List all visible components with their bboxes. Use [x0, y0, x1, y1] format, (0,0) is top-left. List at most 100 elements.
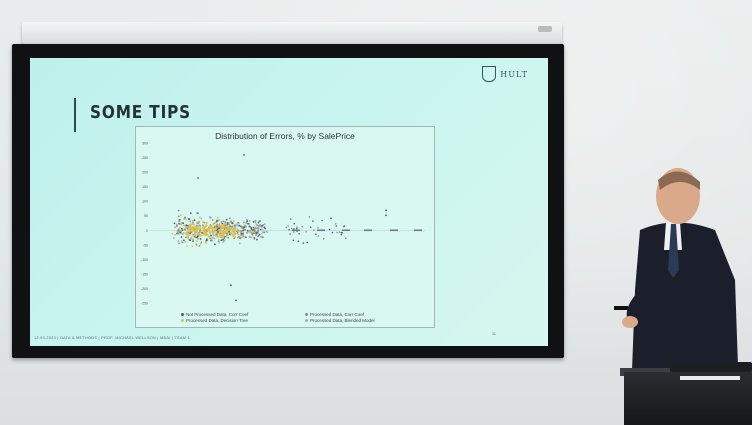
scatter-point	[331, 231, 334, 234]
scatter-point	[306, 241, 308, 244]
scatter-point	[210, 227, 213, 230]
scatter-point	[205, 228, 208, 231]
legend-item: Processed Data, Blended Model	[305, 318, 421, 323]
scatter-point	[173, 222, 176, 225]
scatter-point	[245, 222, 248, 225]
scatter-point	[187, 228, 190, 230]
scatter-point	[230, 220, 232, 223]
scatter-point	[222, 232, 225, 235]
scatter-point	[312, 220, 314, 222]
scatter-point	[218, 232, 221, 235]
scatter-point	[178, 242, 180, 245]
y-tick-label: -50	[143, 243, 148, 247]
scatter-point	[248, 220, 251, 222]
scatter-point	[214, 221, 217, 224]
y-tick-label: 300	[142, 142, 148, 146]
scatter-point	[338, 231, 341, 233]
scatter-point	[266, 231, 269, 233]
scatter-point	[183, 239, 185, 242]
scatter-point	[261, 236, 263, 239]
scatter-point	[214, 228, 217, 231]
scatter-point	[317, 235, 320, 237]
scatter-point	[195, 212, 198, 214]
presenter-hair	[658, 171, 700, 190]
scatter-point	[330, 217, 332, 220]
scatter-point	[246, 232, 248, 234]
scatter-point	[227, 226, 230, 229]
scatter-point	[298, 233, 300, 235]
scatter-point	[182, 222, 185, 225]
legend-item: Processed Data, Decision Tree	[181, 318, 297, 323]
scatter-point	[232, 235, 235, 238]
scatter-point	[217, 240, 220, 243]
scatter-point	[199, 238, 202, 240]
scatter-point	[246, 220, 249, 222]
scatter-point	[228, 224, 231, 226]
scatter-point	[328, 228, 331, 231]
slide-footer: 12.03.2023 | DATA & METHODS | PROF. MICH…	[34, 336, 190, 340]
presenter-hand	[622, 316, 638, 328]
scatter-point	[194, 232, 196, 235]
scatter-point	[196, 240, 199, 242]
scatter-point	[250, 227, 253, 229]
hult-logo: HULT	[482, 66, 528, 82]
scatter-point	[231, 222, 234, 224]
scatter-point	[257, 226, 259, 229]
scatter-point	[208, 235, 211, 238]
scatter-point	[236, 222, 239, 225]
scatter-point	[194, 234, 197, 237]
scatter-point	[180, 223, 183, 226]
scatter-point	[199, 234, 202, 237]
scatter-point	[196, 237, 199, 241]
scatter-point	[193, 230, 196, 233]
legend-swatch	[181, 313, 184, 316]
scatter-point	[259, 235, 262, 238]
scatter-point	[204, 241, 207, 243]
scatter-point	[241, 227, 244, 229]
scatter-plot: 300 250 200 150 100 50 0 -50 -100 -150 -200 -250	[141, 142, 425, 306]
scatter-point	[293, 222, 296, 225]
legend-label: Processed Data, Blended Model	[310, 318, 375, 323]
scatter-point	[264, 227, 266, 230]
scatter-point	[243, 235, 245, 238]
scatter-point	[305, 230, 307, 233]
scatter-point	[227, 228, 230, 232]
scatter-point	[173, 237, 175, 239]
scatter-point	[179, 231, 181, 234]
scatter-point	[255, 223, 257, 225]
presentation-slide: SOME TIPS HULT Distribution of Errors, %…	[30, 58, 548, 346]
laptop	[670, 362, 752, 372]
scatter-point	[178, 229, 181, 232]
page-number: 11	[491, 331, 496, 336]
scatter-point-group	[390, 229, 398, 232]
scatter-point	[247, 222, 249, 225]
scatter-point	[208, 231, 211, 234]
scatter-point	[211, 230, 214, 233]
scatter-point	[248, 225, 251, 228]
scatter-point	[217, 219, 219, 222]
scatter-point	[198, 216, 201, 219]
scatter-point	[292, 231, 295, 233]
scatter-point	[233, 224, 236, 227]
scatter-point	[290, 218, 292, 220]
scatter-point	[237, 233, 240, 236]
scatter-point	[180, 240, 183, 242]
scatter-point	[181, 227, 183, 230]
scatter-point	[256, 224, 258, 227]
y-tick-label: 250	[142, 156, 148, 160]
scatter-point-group	[414, 229, 422, 232]
scatter-point	[198, 227, 201, 230]
scatter-point-group	[292, 229, 300, 232]
scatter-point	[240, 232, 243, 235]
scatter-point	[215, 232, 218, 234]
scatter-point	[289, 233, 291, 235]
scatter-point	[263, 231, 266, 234]
scatter-point	[262, 231, 264, 234]
scatter-point	[228, 217, 231, 220]
scatter-point	[244, 236, 247, 239]
scatter-point	[202, 233, 205, 236]
scatter-point	[187, 236, 189, 239]
scatter-point	[301, 226, 303, 228]
scatter-point	[219, 236, 222, 238]
scatter-point	[288, 228, 290, 231]
